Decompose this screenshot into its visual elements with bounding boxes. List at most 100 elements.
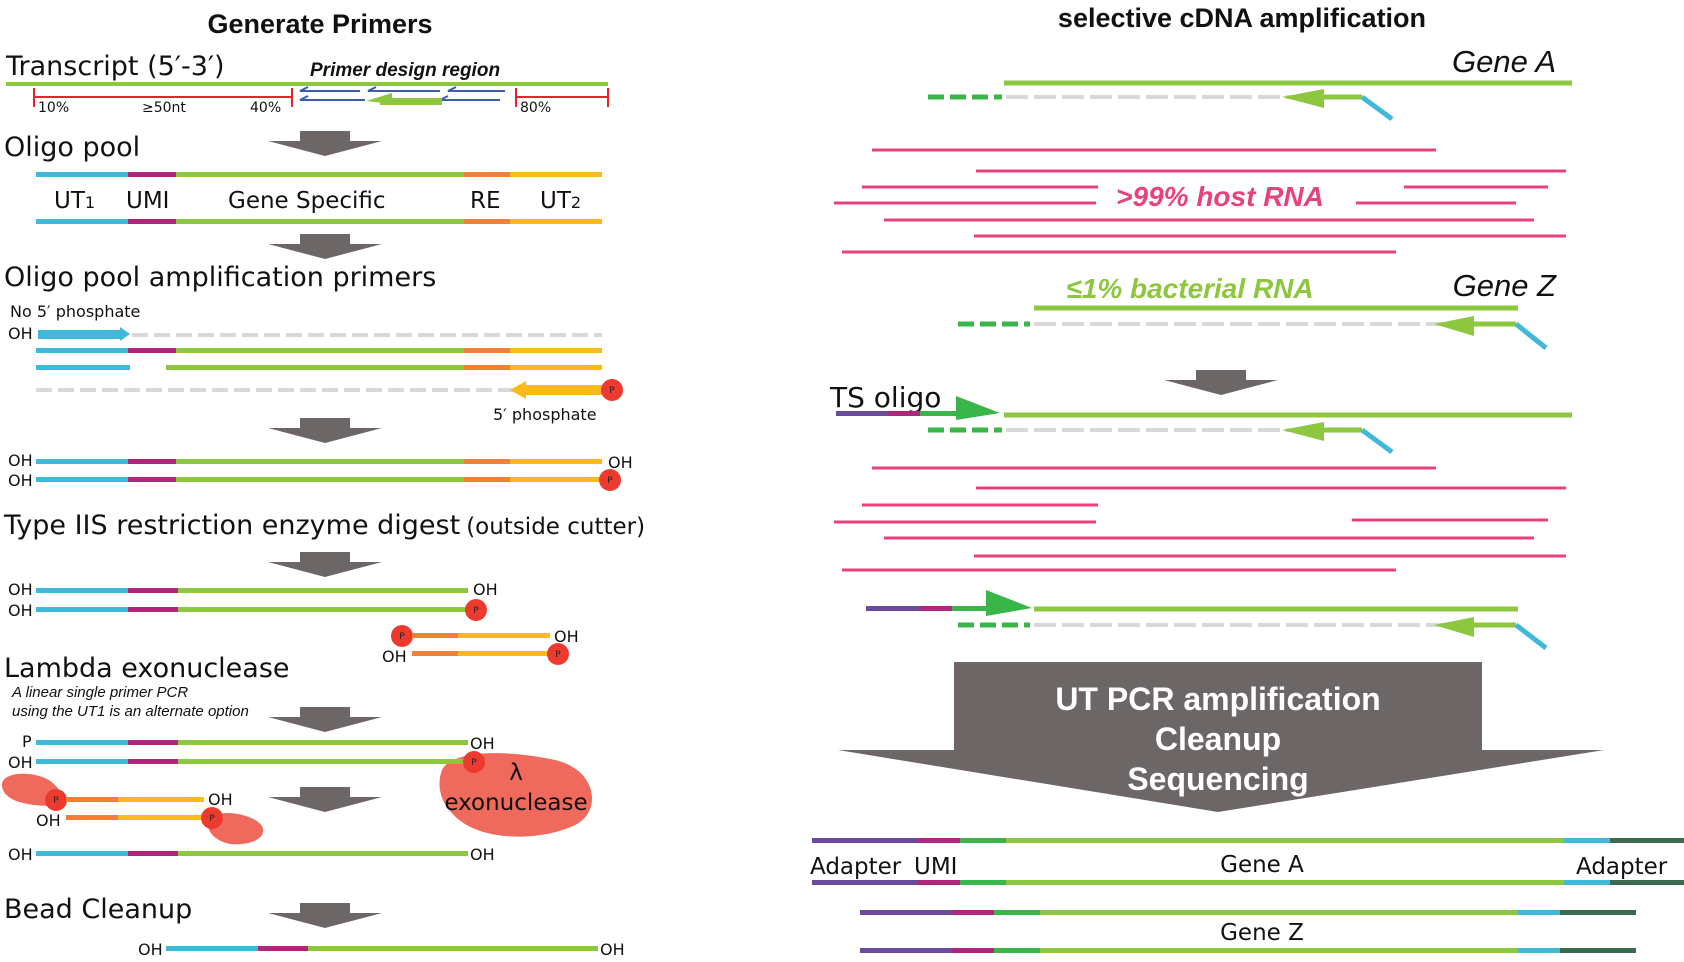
step-arrow — [268, 234, 382, 259]
bead-cleanup-title: Bead Cleanup — [4, 894, 192, 925]
oh-label: OH — [8, 451, 33, 470]
final-gene-a-top — [812, 838, 1684, 843]
left-title: Generate Primers — [207, 9, 432, 39]
gene-z-cdna-extended — [958, 617, 1548, 650]
step-sequencing: Sequencing — [1127, 761, 1308, 797]
oh-label: OH — [8, 845, 33, 864]
step-arrow — [1164, 370, 1278, 395]
phosphate-marker — [465, 599, 487, 621]
phosphate-marker — [547, 643, 569, 665]
exonuclease-label: exonuclease — [444, 790, 587, 816]
amp-partial-strand — [166, 365, 602, 370]
bacterial-rna-label: ≤1% bacterial RNA — [1066, 273, 1313, 304]
pct-40: 40% — [250, 100, 281, 116]
step-arrow — [268, 787, 382, 812]
final-gene-z-top — [860, 910, 1636, 915]
oh-label: OH — [473, 580, 498, 599]
phosphate-label: 5′ phosphate — [493, 405, 597, 424]
pct-80: 80% — [520, 100, 551, 116]
lambda-title: Lambda exonuclease — [4, 653, 290, 684]
oh-label: OH — [8, 324, 33, 343]
digested-strand-bottom — [36, 607, 468, 612]
lambda-note-line1: A linear single primer PCR — [11, 684, 188, 701]
gene-a-label: Gene A — [1452, 44, 1556, 79]
oh-label: OH — [208, 790, 233, 809]
oh-label: OH — [382, 647, 407, 666]
host-rna-lines — [834, 148, 1566, 254]
gene-a-cdna-extended — [928, 422, 1394, 455]
oh-label: OH — [554, 627, 579, 646]
region-brackets — [33, 88, 609, 107]
step-ut-pcr: UT PCR amplification — [1055, 681, 1380, 717]
ts-oligo-label: TS oligo — [829, 381, 941, 414]
min-50nt: ≥50nt — [142, 100, 186, 116]
right-title: selective cDNA amplification — [1058, 3, 1426, 33]
oh-label: OH — [8, 601, 33, 620]
step-arrow — [268, 131, 382, 156]
lambda-strand-top — [36, 740, 468, 745]
final-gene-z-bottom — [860, 948, 1636, 953]
oligo-pool-strand-bottom — [36, 219, 602, 224]
product-strand-top — [36, 459, 602, 464]
final-gene-z-label: Gene Z — [1220, 920, 1304, 946]
amp-primers-title: Oligo pool amplification primers — [4, 262, 436, 293]
lambda-note-line2: using the UT1 is an alternate option — [12, 703, 249, 720]
product-strand-bottom — [36, 477, 602, 482]
phosphate-marker — [599, 469, 621, 491]
phosphate-marker — [45, 789, 67, 811]
ut1-label: UT1 — [54, 188, 95, 214]
final-gene-a-bottom — [812, 880, 1684, 885]
ut2-label: UT2 — [540, 188, 581, 214]
phosphate-marker — [601, 379, 623, 401]
digest-title: Type IIS restriction enzyme digest (outsi… — [3, 510, 645, 541]
oh-label: OH — [608, 453, 633, 472]
oh-label: OH — [600, 940, 625, 959]
adapter-left-label: Adapter — [810, 854, 902, 880]
final-gene-a-label: Gene A — [1220, 852, 1304, 878]
oh-label: OH — [8, 753, 33, 772]
lambda-fragment-bottom — [66, 815, 204, 820]
lambda-strand-bottom — [36, 759, 468, 764]
phosphate-marker — [463, 751, 485, 773]
gene-a-cdna — [928, 89, 1394, 122]
host-rna-lines — [834, 466, 1566, 572]
lambda-strand-result — [36, 851, 468, 856]
lambda-fragment-top — [66, 797, 204, 802]
ut1-fragment — [36, 365, 130, 370]
gene-z-cdna — [958, 316, 1548, 350]
cut-fragment-top — [412, 633, 550, 638]
p-label: P — [22, 732, 32, 751]
umi-label: UMI — [126, 188, 169, 214]
no-phosphate-label: No 5′ phosphate — [10, 302, 140, 321]
ts-oligo-gene-a — [836, 396, 1000, 420]
oligo-pool-strand-top — [36, 172, 602, 177]
amp-template-strand — [36, 348, 602, 353]
adapter-right-label: Adapter — [1576, 854, 1668, 880]
transcript-label: Transcript (5′-3′) — [5, 51, 225, 82]
step-arrow — [268, 707, 382, 732]
step-arrow — [268, 418, 382, 443]
lambda-exonuclease-enzyme — [439, 753, 593, 837]
gene-z-label: Gene Z — [1453, 268, 1557, 303]
reverse-primer-arrow — [510, 381, 604, 399]
cut-fragment-bottom — [412, 651, 550, 656]
gene-specific-label: Gene Specific — [228, 188, 386, 214]
oh-label: OH — [8, 580, 33, 599]
oh-label: OH — [36, 811, 61, 830]
ts-oligo-gene-z — [866, 590, 1032, 616]
oh-label: OH — [8, 471, 33, 490]
step-cleanup: Cleanup — [1155, 721, 1281, 757]
pct-10: 10% — [38, 100, 69, 116]
oligo-pool-title: Oligo pool — [4, 132, 140, 163]
host-rna-label: >99% host RNA — [1116, 181, 1324, 212]
primer-design-region-label: Primer design region — [310, 60, 500, 81]
oh-label: OH — [470, 734, 495, 753]
oh-label: OH — [470, 845, 495, 864]
final-primer-strand — [166, 946, 598, 951]
forward-primer-arrow — [38, 327, 130, 341]
step-arrow — [268, 552, 382, 577]
lambda-symbol: λ — [509, 760, 523, 786]
umi-label: UMI — [914, 854, 957, 880]
oh-label: OH — [138, 940, 163, 959]
